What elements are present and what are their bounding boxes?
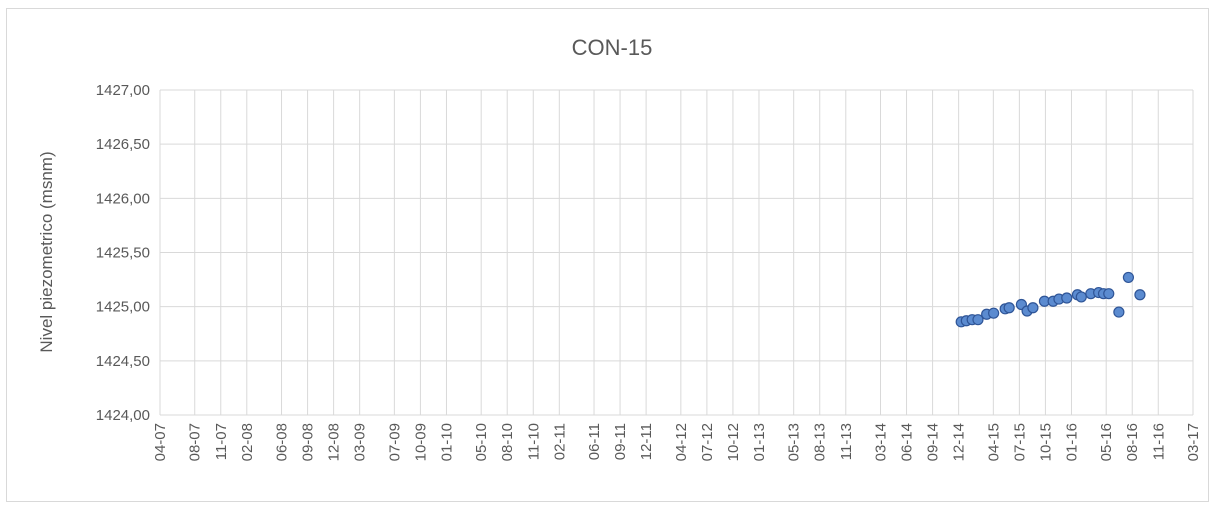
x-tick-label: 11-16 <box>1150 423 1167 460</box>
x-tick-label: 05-10 <box>473 423 490 461</box>
data-point <box>1113 306 1125 318</box>
x-tick-label: 01-13 <box>751 423 768 461</box>
x-tick-label: 03-09 <box>352 423 369 461</box>
x-tick-label: 03-14 <box>872 423 889 461</box>
x-tick-label: 04-15 <box>985 423 1002 461</box>
x-tick-label: 12-11 <box>638 423 655 460</box>
x-tick-label: 10-15 <box>1037 423 1054 461</box>
data-point <box>1075 291 1087 303</box>
x-tick-label: 07-15 <box>1011 423 1028 461</box>
data-point <box>1122 271 1135 284</box>
x-tick-label: 09-14 <box>925 423 942 461</box>
y-tick-label: 1424,50 <box>96 353 150 370</box>
y-tick-label: 1427,00 <box>96 82 150 99</box>
x-tick-label: 03-17 <box>1185 423 1202 461</box>
x-tick-label: 06-08 <box>274 423 291 461</box>
x-tick-label: 11-13 <box>838 423 855 460</box>
x-tick-label: 05-13 <box>786 423 803 461</box>
x-tick-label: 08-07 <box>187 423 204 461</box>
x-tick-label: 07-09 <box>386 423 403 461</box>
y-tick-label: 1424,00 <box>96 407 150 424</box>
x-tick-label: 09-08 <box>300 423 317 461</box>
x-tick-label: 09-11 <box>612 423 629 460</box>
x-tick-label: 10-09 <box>412 423 429 461</box>
y-tick-label: 1426,00 <box>96 190 150 207</box>
x-tick-label: 11-07 <box>213 423 230 460</box>
y-tick-label: 1425,50 <box>96 245 150 262</box>
x-tick-label: 02-08 <box>239 423 256 461</box>
x-tick-label: 07-12 <box>699 423 716 461</box>
x-tick-label: 12-08 <box>326 423 343 461</box>
x-tick-label: 08-16 <box>1124 423 1141 461</box>
grid <box>159 89 1194 416</box>
data-point <box>1003 302 1015 314</box>
x-tick-label: 02-11 <box>551 423 568 460</box>
data-point <box>972 314 984 326</box>
data-series <box>955 271 1146 328</box>
data-point <box>988 307 1000 319</box>
y-axis-ticks: 1424,00 1424,50 1425,00 1425,50 1426,00 1426,… <box>96 82 150 424</box>
x-tick-label: 12-14 <box>951 423 968 461</box>
x-tick-label: 06-11 <box>586 423 603 460</box>
x-tick-label: 11-10 <box>525 423 542 460</box>
y-axis-label: Nivel piezometrico (msnm) <box>37 151 56 352</box>
data-point <box>1134 289 1146 301</box>
x-axis-ticks: 04-07 08-07 11-07 02-08 06-08 09-08 12-08 03-09… <box>152 423 1202 461</box>
data-point <box>1027 302 1039 314</box>
data-point <box>1061 292 1073 304</box>
x-tick-label: 01-16 <box>1063 423 1080 461</box>
x-tick-label: 04-07 <box>152 423 169 461</box>
x-tick-label: 01-10 <box>438 423 455 461</box>
data-point <box>1103 288 1115 300</box>
y-tick-label: 1425,00 <box>96 299 150 316</box>
y-tick-label: 1426,50 <box>96 136 150 153</box>
x-tick-label: 04-12 <box>673 423 690 461</box>
x-tick-label: 05-16 <box>1098 423 1115 461</box>
x-tick-label: 10-12 <box>725 423 742 461</box>
x-tick-label: 08-13 <box>812 423 829 461</box>
x-tick-label: 08-10 <box>499 423 516 461</box>
chart-title: CON-15 <box>572 35 653 60</box>
x-tick-label: 06-14 <box>899 423 916 461</box>
